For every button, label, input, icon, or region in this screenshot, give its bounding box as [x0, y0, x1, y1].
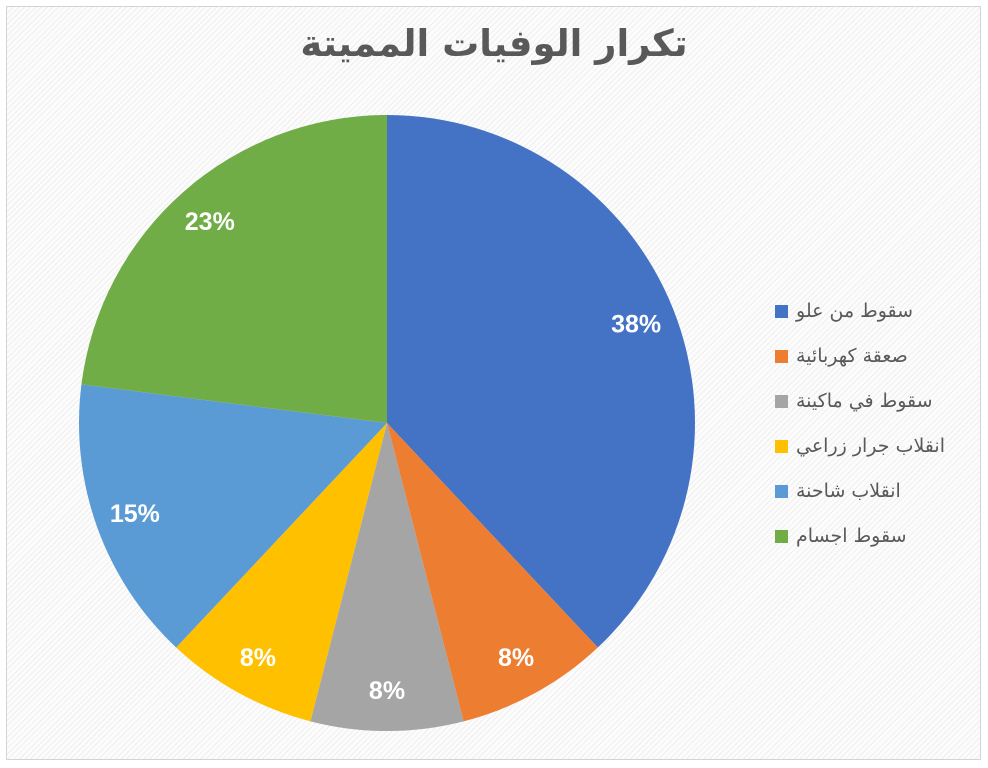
- legend-item-4[interactable]: انقلاب جرار زراعي: [775, 424, 980, 469]
- legend-item-5[interactable]: انقلاب شاحنة: [775, 469, 980, 514]
- legend-item-3[interactable]: سقوط في ماكينة: [775, 379, 980, 424]
- legend-label: سقوط اجسام: [796, 525, 907, 547]
- legend-label: انقلاب جرار زراعي: [796, 435, 945, 457]
- legend-swatch-icon: [775, 305, 788, 318]
- data-label-4: 8%: [240, 644, 276, 672]
- chart-title: تكرار الوفيات المميتة: [300, 22, 688, 65]
- pie-slice-6[interactable]: [81, 115, 388, 423]
- legend-swatch-icon: [775, 485, 788, 498]
- data-label-6: 23%: [185, 208, 235, 236]
- legend: سقوط من علو صعقة كهربائية سقوط في ماكينة ان…: [775, 289, 980, 559]
- pie-slice-4[interactable]: [176, 423, 387, 722]
- pie-slice-3[interactable]: [310, 423, 464, 731]
- legend-swatch-icon: [775, 440, 788, 453]
- data-label-3: 8%: [369, 677, 405, 705]
- legend-label: سقوط من علو: [796, 300, 914, 322]
- legend-item-2[interactable]: صعقة كهربائية: [775, 334, 980, 379]
- legend-item-1[interactable]: سقوط من علو: [775, 289, 980, 334]
- legend-item-6[interactable]: سقوط اجسام: [775, 514, 980, 559]
- pie-slice-2[interactable]: [387, 423, 598, 722]
- legend-swatch-icon: [775, 530, 788, 543]
- pie-slice-1[interactable]: [387, 115, 695, 648]
- legend-swatch-icon: [775, 395, 788, 408]
- legend-label: انقلاب شاحنة: [796, 480, 901, 502]
- legend-swatch-icon: [775, 350, 788, 363]
- data-label-1: 38%: [611, 310, 661, 338]
- pie-slice-5[interactable]: [79, 384, 388, 648]
- legend-label: سقوط في ماكينة: [796, 390, 933, 412]
- data-label-5: 15%: [110, 500, 160, 528]
- data-label-2: 8%: [498, 644, 534, 672]
- legend-label: صعقة كهربائية: [796, 345, 908, 367]
